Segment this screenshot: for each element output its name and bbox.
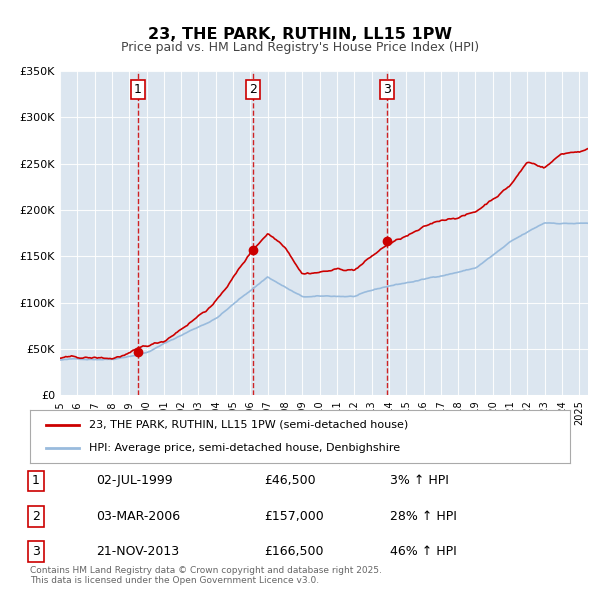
Text: 46% ↑ HPI: 46% ↑ HPI	[390, 545, 457, 558]
Text: 28% ↑ HPI: 28% ↑ HPI	[390, 510, 457, 523]
Text: 3% ↑ HPI: 3% ↑ HPI	[390, 474, 449, 487]
Text: 02-JUL-1999: 02-JUL-1999	[96, 474, 173, 487]
Text: 3: 3	[383, 83, 391, 96]
Text: 3: 3	[32, 545, 40, 558]
Text: 21-NOV-2013: 21-NOV-2013	[96, 545, 179, 558]
Text: 23, THE PARK, RUTHIN, LL15 1PW (semi-detached house): 23, THE PARK, RUTHIN, LL15 1PW (semi-det…	[89, 420, 409, 430]
Text: HPI: Average price, semi-detached house, Denbighshire: HPI: Average price, semi-detached house,…	[89, 443, 401, 453]
Text: £46,500: £46,500	[264, 474, 316, 487]
Text: 2: 2	[32, 510, 40, 523]
Text: £166,500: £166,500	[264, 545, 323, 558]
Text: Contains HM Land Registry data © Crown copyright and database right 2025.
This d: Contains HM Land Registry data © Crown c…	[30, 566, 382, 585]
Text: Price paid vs. HM Land Registry's House Price Index (HPI): Price paid vs. HM Land Registry's House …	[121, 41, 479, 54]
Text: £157,000: £157,000	[264, 510, 324, 523]
Text: 03-MAR-2006: 03-MAR-2006	[96, 510, 180, 523]
Text: 1: 1	[32, 474, 40, 487]
Text: 2: 2	[250, 83, 257, 96]
Text: 1: 1	[134, 83, 142, 96]
Text: 23, THE PARK, RUTHIN, LL15 1PW: 23, THE PARK, RUTHIN, LL15 1PW	[148, 27, 452, 41]
